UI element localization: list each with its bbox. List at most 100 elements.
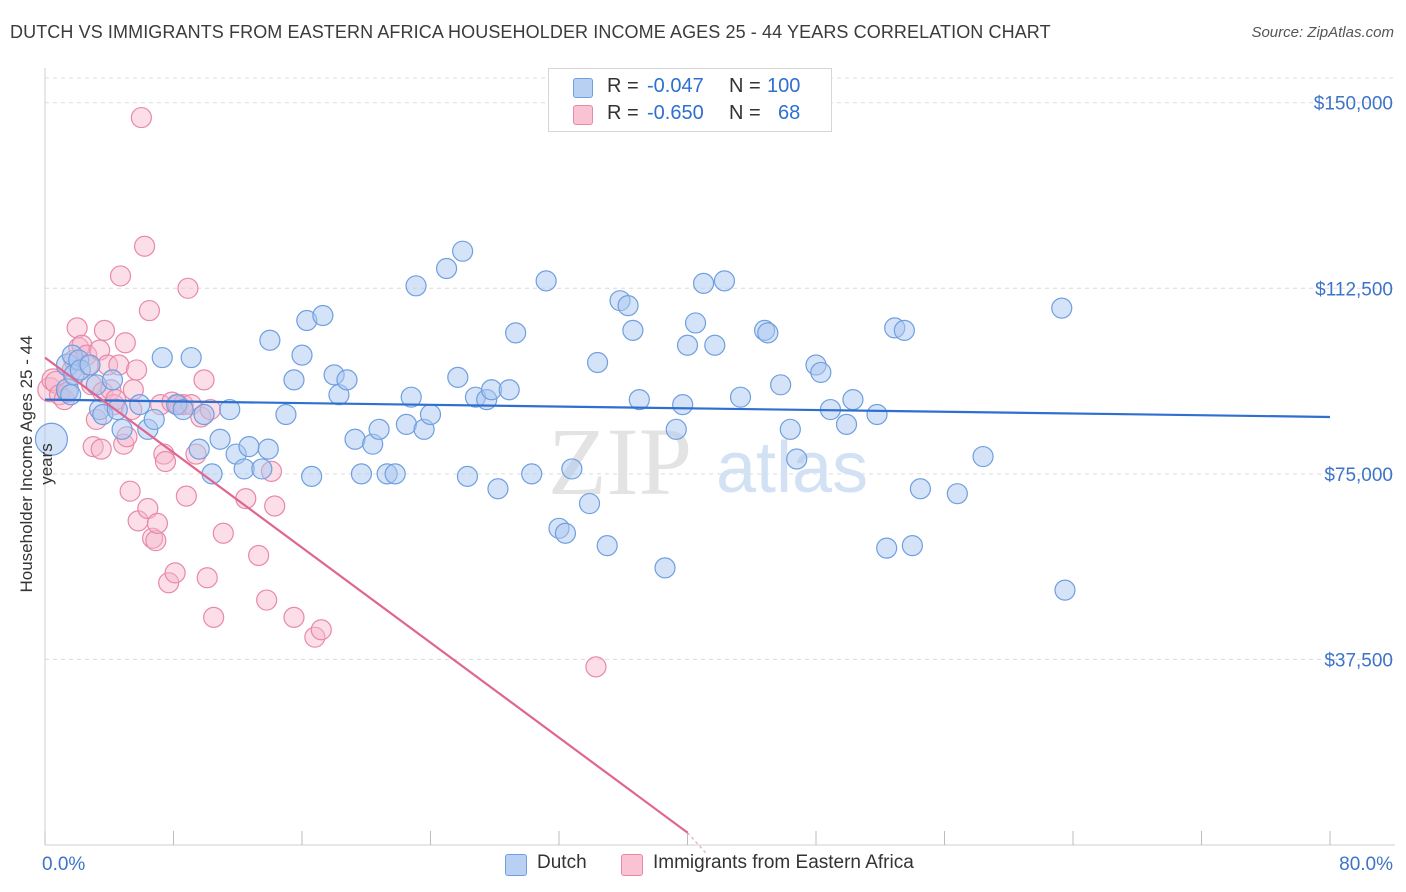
dutch-point bbox=[672, 393, 694, 416]
dutch-point bbox=[111, 418, 133, 440]
dutch-point bbox=[368, 418, 390, 440]
dutch-point bbox=[654, 557, 676, 579]
dutch-point bbox=[786, 448, 808, 470]
immigrants-point bbox=[125, 359, 148, 381]
dutch-point bbox=[665, 418, 687, 440]
dutch-point bbox=[554, 522, 577, 544]
dutch-point bbox=[419, 403, 442, 426]
y-tick-label: $37,500 bbox=[1324, 650, 1393, 671]
dutch-point bbox=[704, 334, 726, 356]
bottom-legend-swatch-immigrants bbox=[621, 854, 643, 876]
dutch-point bbox=[193, 403, 215, 426]
dutch-point bbox=[400, 386, 422, 408]
dutch-point bbox=[729, 386, 752, 408]
dutch-point bbox=[684, 312, 707, 334]
bottom-legend-label-dutch: Dutch bbox=[537, 852, 587, 873]
immigrants-point bbox=[196, 567, 218, 589]
dutch-point bbox=[842, 389, 864, 411]
immigrants-point bbox=[109, 265, 132, 287]
dutch-point bbox=[344, 428, 366, 450]
dutch-point bbox=[713, 270, 736, 292]
immigrants-point bbox=[310, 619, 332, 641]
immigrants-trend-extension bbox=[686, 832, 707, 854]
dutch-point bbox=[395, 413, 418, 435]
y-tick-label: $112,500 bbox=[1315, 279, 1393, 300]
dutch-point bbox=[810, 361, 832, 384]
tick-labels: $37,500 $75,000 $112,500 $150,000 0.0% 80.0% bbox=[42, 94, 1393, 875]
dutch-point bbox=[447, 366, 469, 388]
dutch-point bbox=[692, 272, 715, 294]
dutch-point bbox=[521, 463, 543, 485]
dutch-point bbox=[291, 344, 313, 366]
source-label: Source: ZipAtlas.com bbox=[1251, 24, 1394, 41]
dutch-point bbox=[909, 478, 932, 500]
immigrants-point bbox=[138, 299, 161, 322]
dutch-point bbox=[151, 346, 173, 369]
dutch-point bbox=[535, 270, 557, 292]
bottom-legend-swatch-dutch bbox=[505, 854, 527, 876]
chart-title: DUTCH VS IMMIGRANTS FROM EASTERN AFRICA … bbox=[10, 22, 1051, 42]
dutch-point bbox=[79, 354, 101, 376]
dutch-point bbox=[770, 374, 792, 396]
dutch-point bbox=[456, 465, 479, 487]
immigrants-point bbox=[203, 606, 225, 628]
dutch-point bbox=[251, 458, 273, 480]
immigrants-point bbox=[114, 332, 136, 354]
immigrants-point bbox=[193, 369, 215, 391]
dutch-point bbox=[336, 369, 358, 391]
legend-row-dutch: R = -0.047 N = 100 bbox=[549, 73, 831, 101]
immigrants-point bbox=[283, 606, 305, 628]
dutch-point bbox=[578, 492, 601, 515]
immigrants-point bbox=[177, 277, 199, 299]
correlation-legend: R = -0.047 N = 100 R = -0.650 N = 68 bbox=[548, 68, 832, 132]
dutch-point bbox=[405, 275, 427, 297]
legend-r-label: R = bbox=[607, 102, 639, 124]
dutch-point bbox=[301, 465, 323, 487]
legend-swatch-immigrants bbox=[573, 105, 593, 125]
dutch-point bbox=[617, 295, 639, 317]
dutch-point bbox=[1051, 297, 1073, 319]
dutch-point bbox=[384, 463, 406, 485]
x-tick-label-max: 80.0% bbox=[1339, 854, 1393, 875]
dutch-point bbox=[596, 535, 618, 557]
dutch-point bbox=[972, 445, 994, 468]
gridlines bbox=[45, 77, 1395, 660]
dutch-point bbox=[143, 408, 165, 431]
y-tick-label: $150,000 bbox=[1314, 94, 1393, 115]
legend-n-value: 68 bbox=[778, 102, 801, 124]
dutch-point bbox=[779, 418, 801, 440]
x-tick-label-min: 0.0% bbox=[42, 854, 85, 875]
dutch-point bbox=[505, 322, 527, 344]
immigrants-point bbox=[146, 512, 169, 534]
legend-n-value: 100 bbox=[767, 75, 801, 97]
legend-r-label: R = bbox=[607, 75, 639, 97]
dutch-point bbox=[487, 478, 509, 500]
immigrants-point bbox=[212, 522, 234, 544]
immigrants-point bbox=[133, 235, 156, 257]
immigrants-point bbox=[90, 438, 112, 460]
dutch-point bbox=[219, 398, 241, 421]
immigrants-point bbox=[130, 106, 152, 129]
bottom-legend-label-immigrants: Immigrants from Eastern Africa bbox=[653, 852, 914, 873]
dutch-point bbox=[129, 393, 151, 416]
immigrants-point bbox=[93, 319, 116, 341]
immigrants-point bbox=[164, 562, 186, 584]
dutch-point bbox=[275, 403, 297, 426]
immigrants-point bbox=[119, 480, 141, 502]
dutch-point bbox=[435, 257, 458, 280]
immigrants-point bbox=[82, 436, 104, 458]
dutch-point bbox=[283, 369, 305, 391]
dutch-point bbox=[866, 403, 888, 426]
dutch-point bbox=[561, 458, 583, 480]
dutch-point bbox=[876, 537, 898, 559]
dutch-point bbox=[498, 379, 520, 401]
legend-r-value: -0.650 bbox=[647, 102, 704, 124]
dutch-point bbox=[1054, 579, 1076, 601]
dutch-point bbox=[622, 319, 644, 341]
immigrants-point bbox=[145, 530, 167, 552]
dutch-point bbox=[893, 319, 915, 341]
immigrants-point bbox=[248, 544, 270, 567]
dutch-point bbox=[901, 535, 923, 557]
immigrants-point bbox=[585, 656, 607, 678]
trend-lines bbox=[44, 356, 1331, 854]
